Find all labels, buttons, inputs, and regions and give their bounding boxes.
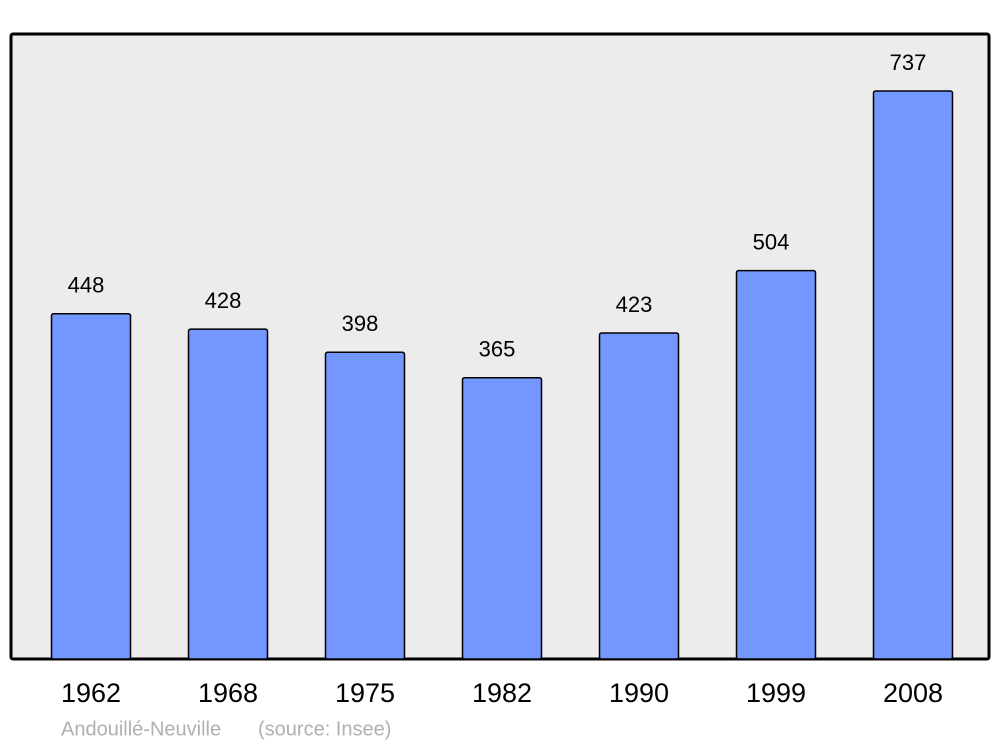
bar — [461, 376, 543, 660]
value-label: 737 — [890, 50, 927, 75]
value-label: 504 — [753, 229, 790, 254]
x-tick-label: 1982 — [472, 678, 532, 708]
x-tick-label: 1968 — [198, 678, 258, 708]
bar — [872, 90, 954, 660]
x-tick-label: 1999 — [746, 678, 806, 708]
bar — [187, 328, 269, 660]
bar — [735, 269, 817, 660]
value-label: 398 — [342, 311, 379, 336]
value-label: 423 — [616, 292, 653, 317]
bar — [324, 351, 406, 660]
source-note: (source: Insee) — [258, 718, 391, 740]
value-label: 365 — [479, 337, 516, 362]
value-label: 428 — [205, 288, 242, 313]
x-tick-label: 2008 — [883, 678, 943, 708]
bar — [50, 312, 132, 660]
x-tick-label: 1962 — [61, 678, 121, 708]
value-label: 448 — [68, 273, 105, 298]
x-tick-label: 1975 — [335, 678, 395, 708]
x-tick-label: 1990 — [609, 678, 669, 708]
place-name: Andouillé-Neuville — [61, 718, 221, 740]
bar — [598, 332, 680, 660]
